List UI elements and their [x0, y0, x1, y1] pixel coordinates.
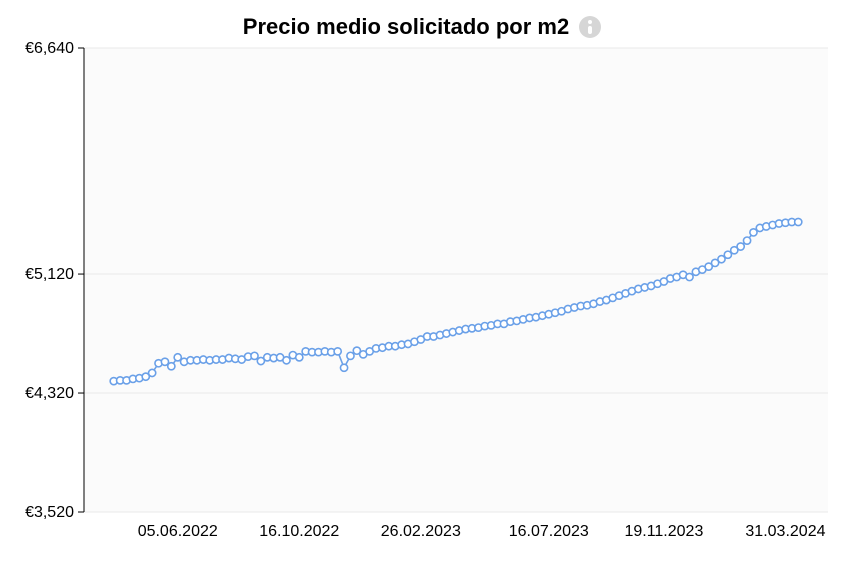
- data-point: [296, 354, 303, 361]
- data-point: [686, 273, 693, 280]
- data-point: [347, 352, 354, 359]
- data-point: [168, 363, 175, 370]
- data-point: [795, 218, 802, 225]
- info-icon[interactable]: [579, 16, 601, 38]
- chart-title: Precio medio solicitado por m2: [243, 14, 569, 40]
- x-tick-label: 16.10.2022: [259, 523, 339, 540]
- y-tick-label: €6,640: [25, 42, 74, 57]
- data-point: [149, 369, 156, 376]
- x-tick-label: 19.11.2023: [624, 523, 703, 540]
- data-point: [283, 357, 290, 364]
- x-tick-label: 31.03.2024: [745, 523, 825, 540]
- data-point: [743, 237, 750, 244]
- x-tick-label: 26.02.2023: [381, 523, 461, 540]
- price-chart: €3,520 €4,320 €5,120 €6,640 05.06.2022 16.10.…: [10, 42, 834, 550]
- y-tick-label: €4,320: [25, 385, 74, 402]
- data-point: [251, 352, 258, 359]
- x-tick-label: 16.07.2023: [509, 523, 589, 540]
- data-point: [334, 348, 341, 355]
- data-point: [737, 243, 744, 250]
- x-tick-label: 05.06.2022: [138, 523, 218, 540]
- data-point: [340, 364, 347, 371]
- y-tick-label: €5,120: [25, 266, 74, 283]
- y-tick-label: €3,520: [25, 504, 74, 521]
